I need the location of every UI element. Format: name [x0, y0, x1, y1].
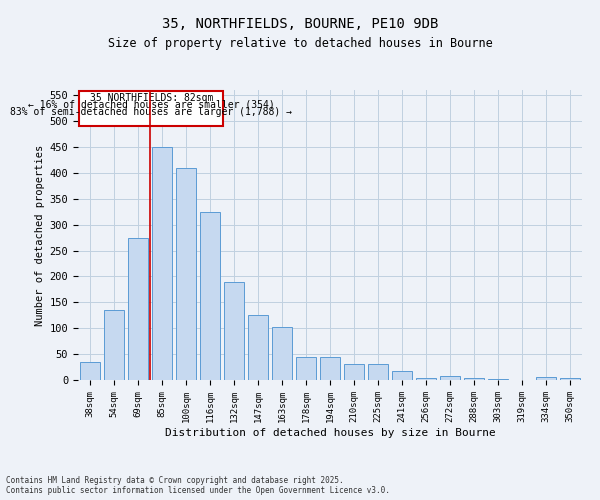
Bar [176, 168, 196, 380]
Bar [440, 376, 460, 380]
Text: 35 NORTHFIELDS: 82sqm: 35 NORTHFIELDS: 82sqm [89, 92, 213, 102]
Bar [272, 327, 292, 380]
Text: 35, NORTHFIELDS, BOURNE, PE10 9DB: 35, NORTHFIELDS, BOURNE, PE10 9DB [162, 18, 438, 32]
Y-axis label: Number of detached properties: Number of detached properties [35, 144, 46, 326]
Bar [464, 378, 484, 380]
Bar [416, 378, 436, 380]
Bar [128, 238, 148, 380]
Text: ← 16% of detached houses are smaller (354): ← 16% of detached houses are smaller (35… [28, 100, 275, 110]
FancyBboxPatch shape [79, 91, 223, 126]
X-axis label: Distribution of detached houses by size in Bourne: Distribution of detached houses by size … [164, 428, 496, 438]
Bar [320, 356, 340, 380]
Text: Size of property relative to detached houses in Bourne: Size of property relative to detached ho… [107, 38, 493, 51]
Bar [224, 282, 244, 380]
Bar [560, 378, 580, 380]
Bar [368, 364, 388, 380]
Text: Contains HM Land Registry data © Crown copyright and database right 2025.
Contai: Contains HM Land Registry data © Crown c… [6, 476, 390, 495]
Bar [80, 362, 100, 380]
Bar [392, 371, 412, 380]
Bar [296, 356, 316, 380]
Bar [152, 147, 172, 380]
Text: 83% of semi-detached houses are larger (1,788) →: 83% of semi-detached houses are larger (… [10, 107, 292, 117]
Bar [536, 378, 556, 380]
Bar [344, 364, 364, 380]
Bar [200, 212, 220, 380]
Bar [248, 316, 268, 380]
Bar [104, 310, 124, 380]
